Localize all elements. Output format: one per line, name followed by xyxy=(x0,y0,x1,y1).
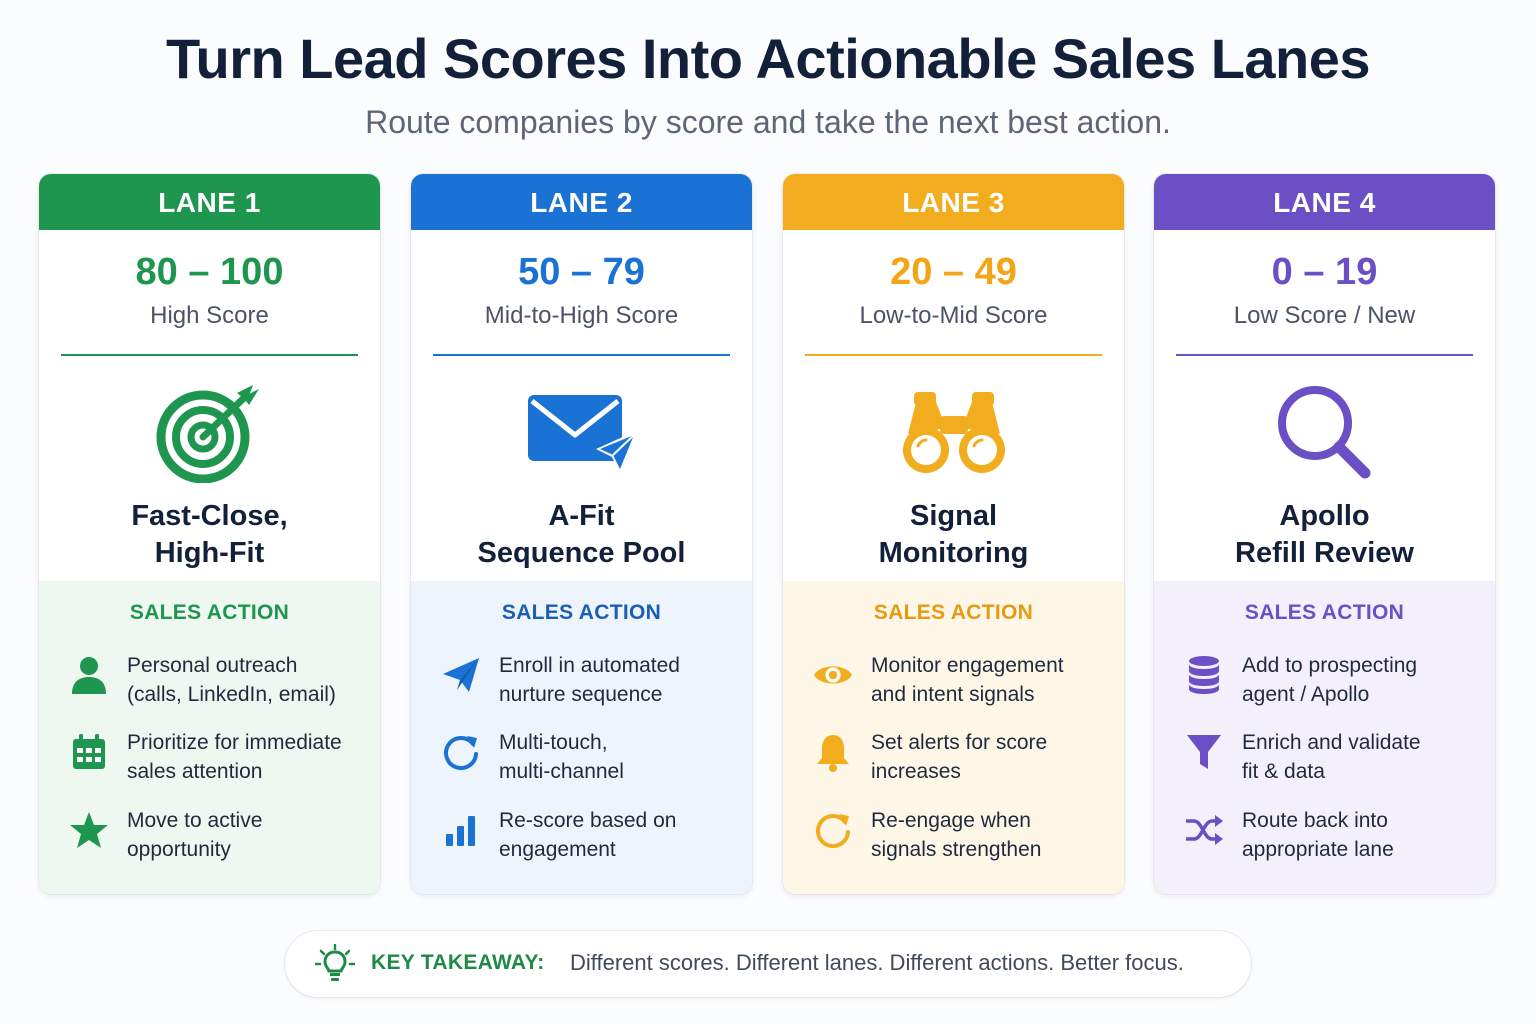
binoculars-icon xyxy=(783,378,1124,488)
action-text: Enrich and validate fit & data xyxy=(1242,731,1421,783)
score-range-label: Mid-to-High Score xyxy=(484,302,679,329)
lane-card-2: LANE 2 50 – 79 Mid-to-High Score A-Fit S… xyxy=(411,174,752,894)
takeaway-text: Different scores. Different lanes. Diffe… xyxy=(570,950,1184,975)
action-item: Re-engage when signals strengthen xyxy=(783,806,1124,870)
lane-name: Fast-Close, High-Fit xyxy=(131,500,288,569)
page-title: Turn Lead Scores Into Actionable Sales L… xyxy=(165,27,1371,90)
database-icon xyxy=(1184,655,1224,695)
sales-action-title: SALES ACTION xyxy=(873,601,1034,624)
sales-action-panel: SALES ACTION Add to prospecting agent / A… xyxy=(1154,581,1495,894)
envelope-send-icon xyxy=(411,378,752,488)
action-item: Route back into appropriate lane xyxy=(1154,806,1495,870)
action-item: Monitor engagement and intent signals xyxy=(783,651,1124,715)
action-item: Personal outreach (calls, LinkedIn, email… xyxy=(39,651,380,715)
user-icon xyxy=(69,655,109,695)
action-item: Add to prospecting agent / Apollo xyxy=(1154,651,1495,715)
lane-name: A-Fit Sequence Pool xyxy=(477,500,686,569)
action-text: Move to active opportunity xyxy=(127,809,263,861)
action-text: Re-score based on engagement xyxy=(499,809,677,861)
lanes-container: LANE 1 80 – 100 High Score Fast-Close, H… xyxy=(39,174,1495,894)
key-takeaway-banner: KEY TAKEAWAY: Different scores. Differen… xyxy=(285,931,1251,997)
action-item: Move to active opportunity xyxy=(39,806,380,870)
sales-action-panel: SALES ACTION Monitor engagement and inten… xyxy=(783,581,1124,894)
score-range-label: High Score xyxy=(150,302,269,329)
action-item: Prioritize for immediate sales attention xyxy=(39,728,380,792)
divider xyxy=(805,354,1102,356)
paper-plane-icon xyxy=(441,655,481,695)
action-item: Multi-touch, multi-channel xyxy=(411,728,752,792)
refresh-icon xyxy=(813,810,853,850)
target-icon xyxy=(39,378,380,488)
lane-card-3: LANE 3 20 – 49 Low-to-Mid Score Signal M… xyxy=(783,174,1124,894)
sales-action-title: SALES ACTION xyxy=(1244,601,1405,624)
eye-icon xyxy=(813,655,853,695)
lane-name: Apollo Refill Review xyxy=(1235,500,1414,569)
star-icon xyxy=(69,810,109,850)
score-range-label: Low Score / New xyxy=(1233,302,1416,329)
lightbulb-icon xyxy=(314,943,356,984)
funnel-icon xyxy=(1184,732,1224,772)
score-range: 80 – 100 xyxy=(135,251,284,293)
action-text: Monitor engagement and intent signals xyxy=(871,654,1064,706)
sales-action-panel: SALES ACTION Personal outreach (calls, Li… xyxy=(39,581,380,894)
action-item: Re-score based on engagement xyxy=(411,806,752,870)
action-item: Set alerts for score increases xyxy=(783,728,1124,792)
action-text: Prioritize for immediate sales attention xyxy=(127,731,342,783)
lane-card-1: LANE 1 80 – 100 High Score Fast-Close, H… xyxy=(39,174,380,894)
action-text: Multi-touch, multi-channel xyxy=(499,731,624,783)
action-text: Re-engage when signals strengthen xyxy=(871,809,1042,861)
takeaway-label: KEY TAKEAWAY: xyxy=(371,951,545,974)
refresh-icon xyxy=(441,732,481,772)
lane-header: LANE 4 xyxy=(1154,174,1495,230)
page-subtitle: Route companies by score and take the ne… xyxy=(365,104,1171,140)
score-range: 0 – 19 xyxy=(1271,251,1378,293)
shuffle-icon xyxy=(1184,810,1224,850)
divider xyxy=(61,354,358,356)
calendar-icon xyxy=(69,732,109,772)
lane-card-4: LANE 4 0 – 19 Low Score / New Apollo Ref… xyxy=(1154,174,1495,894)
sales-action-title: SALES ACTION xyxy=(501,601,662,624)
divider xyxy=(1176,354,1473,356)
score-range: 50 – 79 xyxy=(518,251,645,293)
action-text: Add to prospecting agent / Apollo xyxy=(1242,654,1418,706)
lane-name: Signal Monitoring xyxy=(878,500,1029,569)
action-text: Enroll in automated nurture sequence xyxy=(499,654,680,706)
divider xyxy=(433,354,730,356)
lane-header: LANE 3 xyxy=(783,174,1124,230)
action-text: Personal outreach (calls, LinkedIn, email… xyxy=(127,654,336,706)
lane-header: LANE 1 xyxy=(39,174,380,230)
action-item: Enrich and validate fit & data xyxy=(1154,728,1495,792)
score-range-label: Low-to-Mid Score xyxy=(859,302,1048,329)
magnifier-icon xyxy=(1154,378,1495,488)
sales-action-title: SALES ACTION xyxy=(129,601,290,624)
bar-chart-icon xyxy=(441,810,481,850)
action-item: Enroll in automated nurture sequence xyxy=(411,651,752,715)
action-text: Route back into appropriate lane xyxy=(1242,809,1394,861)
action-text: Set alerts for score increases xyxy=(871,731,1048,783)
sales-action-panel: SALES ACTION Enroll in automated nurture … xyxy=(411,581,752,894)
lane-header: LANE 2 xyxy=(411,174,752,230)
bell-icon xyxy=(813,732,853,772)
score-range: 20 – 49 xyxy=(890,251,1017,293)
